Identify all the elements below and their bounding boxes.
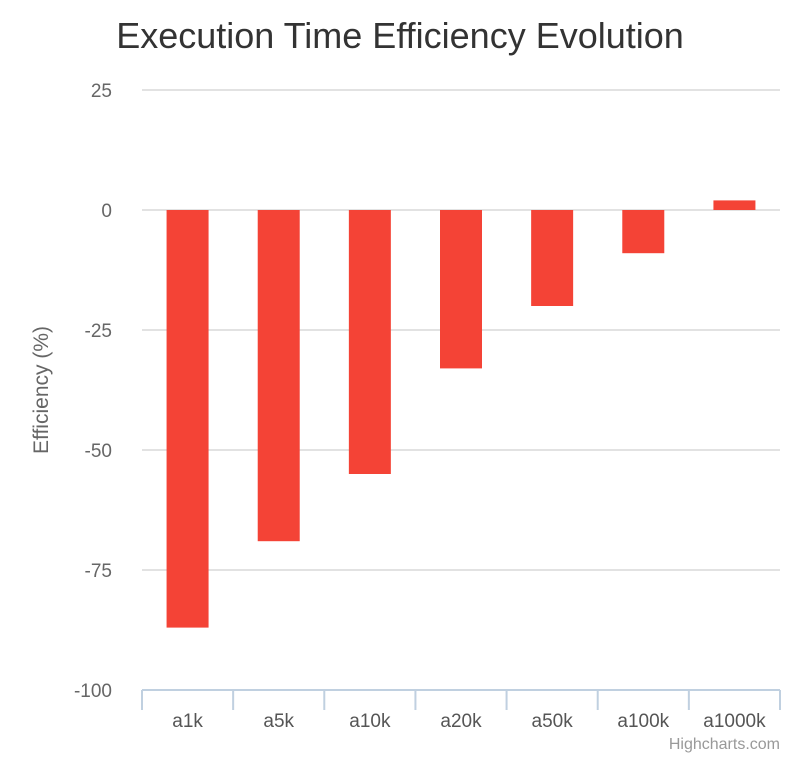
x-tick-label: a1k (172, 711, 203, 732)
x-tick-label: a100k (617, 711, 669, 732)
bar-a1k[interactable] (166, 210, 209, 628)
chart-title: Execution Time Efficiency Evolution (116, 15, 684, 56)
y-tick-label: -25 (85, 321, 112, 342)
y-tick-label: -100 (74, 681, 112, 702)
bar-a1000k[interactable] (713, 200, 756, 210)
x-axis (141, 689, 781, 710)
x-axis-tick-labels: a1k a5k a10k a20k a50k a100k a1000k (172, 711, 766, 732)
bar-a100k[interactable] (622, 210, 665, 254)
bar-a10k[interactable] (348, 210, 391, 474)
y-tick-label: -50 (85, 441, 112, 462)
bar-a20k[interactable] (440, 210, 482, 369)
x-tick-label: a50k (532, 711, 574, 732)
x-tick-label: a10k (349, 711, 391, 732)
credits-link[interactable]: Highcharts.com (669, 736, 780, 753)
y-tick-label: 25 (91, 81, 112, 102)
bar-a5k[interactable] (257, 210, 300, 542)
y-axis-title: Efficiency (%) (30, 326, 53, 454)
x-tick-label: a1000k (703, 711, 766, 732)
bar-series (166, 200, 756, 628)
y-tick-label: -75 (85, 561, 112, 582)
bar-a50k[interactable] (531, 210, 574, 306)
y-tick-label: 0 (101, 201, 112, 222)
x-tick-label: a5k (263, 711, 294, 732)
y-axis-tick-labels: 25 0 -25 -50 -75 -100 (74, 81, 112, 702)
x-tick-label: a20k (440, 711, 482, 732)
